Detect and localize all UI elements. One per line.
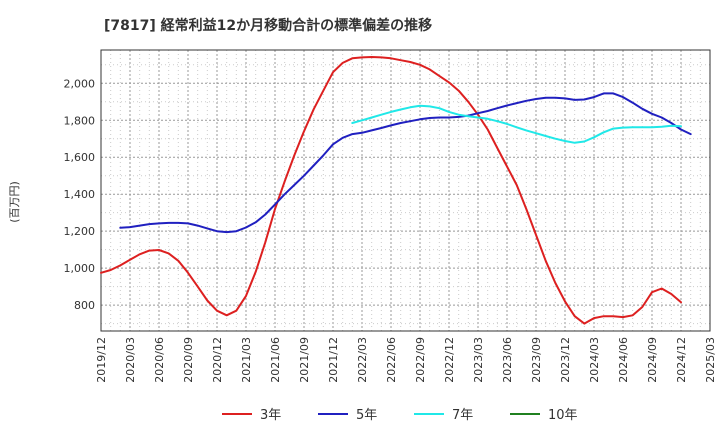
x-tick-label: 2023/03 (472, 337, 485, 383)
x-tick-label: 2021/03 (240, 337, 253, 383)
y-axis-label: (百万円) (8, 181, 21, 223)
x-tick-label: 2021/09 (298, 337, 311, 383)
y-tick-label: 1,400 (64, 188, 96, 201)
y-tick-label: 2,000 (64, 77, 96, 90)
legend-label: 7年 (452, 408, 473, 423)
chart-title: [7817] 経常利益12か月移動合計の標準偏差の推移 (104, 17, 432, 34)
x-tick-label: 2023/06 (501, 337, 514, 383)
x-tick-label: 2020/06 (153, 337, 166, 383)
x-tick-label: 2021/06 (269, 337, 282, 383)
plot-area (100, 49, 711, 332)
x-tick-label: 2021/12 (327, 337, 340, 383)
series-lines (100, 56, 692, 325)
x-tick-label: 2020/09 (182, 337, 195, 383)
x-tick-label: 2025/03 (704, 337, 717, 383)
x-tick-label: 2022/06 (385, 337, 398, 383)
x-tick-label: 2024/03 (588, 337, 601, 383)
x-tick-label: 2019/12 (95, 337, 108, 383)
y-tick-label: 1,200 (64, 225, 96, 238)
y-tick-label: 1,800 (64, 114, 96, 127)
y-tick-label: 1,600 (64, 151, 96, 164)
series-line-5年 (119, 92, 692, 234)
x-tick-label: 2023/09 (530, 337, 543, 383)
x-tick-label: 2023/12 (559, 337, 572, 383)
x-tick-label: 2022/12 (443, 337, 456, 383)
y-tick-label: 800 (74, 299, 95, 312)
legend-label: 5年 (356, 408, 377, 423)
legend-label: 3年 (260, 408, 281, 423)
x-tick-label: 2022/03 (356, 337, 369, 383)
x-tick-label: 2020/12 (211, 337, 224, 383)
x-tick-label: 2022/09 (414, 337, 427, 383)
legend: 3年 5年 7年 10年 (222, 408, 578, 423)
x-tick-label: 2024/09 (646, 337, 659, 383)
legend-label: 10年 (548, 408, 578, 423)
x-tick-label: 2024/12 (675, 337, 688, 383)
x-tick-label: 2020/03 (124, 337, 137, 383)
y-tick-label: 1,000 (64, 262, 96, 275)
x-axis: 2019/12 2020/03 2020/06 2020/09 2020/12 2021/… (95, 337, 717, 383)
series-line-3年 (100, 56, 682, 325)
y-axis: 800 1,000 1,200 1,400 1,600 1,800 2,000 (64, 77, 96, 312)
x-tick-label: 2024/06 (617, 337, 630, 383)
grid (100, 50, 711, 331)
series-line-7年 (351, 104, 682, 144)
